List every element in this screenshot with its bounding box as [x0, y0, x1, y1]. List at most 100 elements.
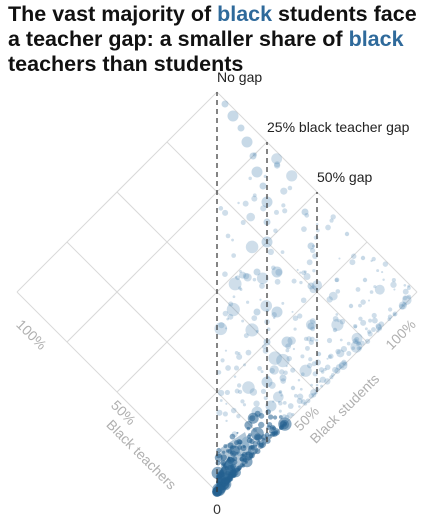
data-point [387, 314, 393, 320]
data-point [267, 248, 274, 256]
data-point [355, 341, 360, 346]
data-point [238, 286, 242, 290]
data-point [291, 412, 295, 417]
data-point [242, 403, 247, 407]
data-point [292, 315, 299, 321]
data-point [292, 347, 296, 351]
data-point [249, 388, 258, 396]
data-point [259, 182, 267, 190]
data-point [246, 300, 250, 304]
data-point [225, 419, 228, 423]
data-point [297, 313, 303, 319]
data-point [287, 336, 296, 345]
data-point [242, 272, 250, 280]
data-point [218, 389, 225, 397]
data-point [318, 380, 322, 383]
data-point [344, 231, 350, 237]
data-point [261, 344, 267, 349]
data-point [235, 275, 241, 281]
data-point [223, 444, 228, 449]
gridline-teachers [16, 91, 218, 293]
data-point [315, 223, 319, 226]
data-point [276, 353, 290, 368]
data-point [326, 296, 333, 303]
data-point [273, 316, 276, 320]
data-point [300, 372, 305, 377]
data-point [354, 336, 360, 342]
data-point [265, 409, 271, 415]
data-point [227, 442, 234, 449]
data-point [303, 336, 309, 342]
data-point [367, 331, 373, 337]
data-point [335, 289, 341, 294]
data-point [278, 390, 283, 394]
data-point [406, 294, 412, 300]
data-point [240, 220, 246, 226]
data-point [362, 277, 368, 283]
data-point [282, 208, 288, 214]
data-point [236, 383, 242, 388]
data-point [316, 351, 322, 357]
data-point [221, 100, 229, 108]
data-point [279, 374, 287, 382]
data-point [375, 324, 382, 331]
data-point [237, 124, 245, 132]
data-point [243, 363, 247, 367]
data-point [329, 375, 334, 380]
data-point [304, 213, 310, 218]
data-point [280, 378, 286, 384]
data-point [328, 353, 334, 359]
data-point [234, 351, 239, 355]
data-point [264, 437, 271, 444]
data-point [268, 414, 274, 420]
data-point [225, 477, 231, 484]
data-point [226, 302, 240, 317]
data-point [234, 388, 240, 394]
data-point [332, 366, 339, 373]
data-point [279, 369, 285, 375]
data-point [353, 325, 358, 329]
data-point [374, 284, 385, 295]
data-point [225, 365, 231, 371]
data-point [293, 393, 298, 398]
data-point [222, 310, 229, 317]
data-point [224, 349, 228, 352]
data-point [232, 295, 236, 299]
data-point [309, 318, 316, 324]
data-point [242, 381, 255, 394]
data-point [303, 272, 311, 280]
data-point [290, 367, 296, 373]
data-point [307, 282, 315, 290]
data-point [306, 362, 313, 369]
data-point [252, 152, 257, 157]
data-point [268, 381, 276, 389]
data-point [222, 271, 228, 278]
data-point [355, 287, 361, 292]
chart-title: The vast majority of black students face… [8, 2, 432, 77]
data-point [402, 288, 409, 295]
data-point [346, 341, 351, 346]
data-point [287, 185, 293, 191]
data-point [352, 338, 359, 345]
data-point [360, 299, 366, 305]
title-part-3: teachers than students [8, 52, 244, 76]
data-point [253, 308, 261, 316]
data-point [271, 153, 283, 165]
data-point [269, 367, 275, 374]
data-point [255, 329, 259, 333]
data-point [273, 162, 281, 169]
data-point [241, 136, 253, 148]
data-point [303, 401, 308, 406]
data-point [297, 378, 301, 382]
data-point [234, 275, 238, 279]
data-point [269, 365, 279, 375]
data-point [245, 349, 252, 356]
data-point [351, 346, 356, 351]
data-point [237, 389, 243, 394]
data-point [222, 483, 226, 487]
data-point [305, 319, 317, 330]
data-point [335, 313, 339, 316]
data-point [237, 351, 241, 355]
data-point [339, 362, 345, 369]
